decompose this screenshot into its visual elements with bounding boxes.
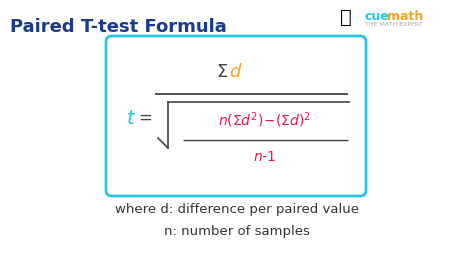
Text: $\Sigma$: $\Sigma$ xyxy=(216,63,228,81)
Text: n: number of samples: n: number of samples xyxy=(164,225,310,239)
Text: cue: cue xyxy=(365,10,390,23)
Text: THE MATH EXPERT: THE MATH EXPERT xyxy=(365,22,422,27)
Text: $\mathit{t}$: $\mathit{t}$ xyxy=(126,109,136,128)
Text: $n\text{-}1$: $n\text{-}1$ xyxy=(253,150,277,164)
Text: =: = xyxy=(138,109,152,127)
Text: $d$: $d$ xyxy=(229,63,243,81)
Text: 🚀: 🚀 xyxy=(340,8,352,27)
Text: where d: difference per paired value: where d: difference per paired value xyxy=(115,204,359,216)
Text: Paired T-test Formula: Paired T-test Formula xyxy=(10,18,227,36)
FancyBboxPatch shape xyxy=(106,36,366,196)
Text: math: math xyxy=(387,10,423,23)
Text: $n(\Sigma d^2)\!-\!(\Sigma d)^2$: $n(\Sigma d^2)\!-\!(\Sigma d)^2$ xyxy=(219,110,311,130)
